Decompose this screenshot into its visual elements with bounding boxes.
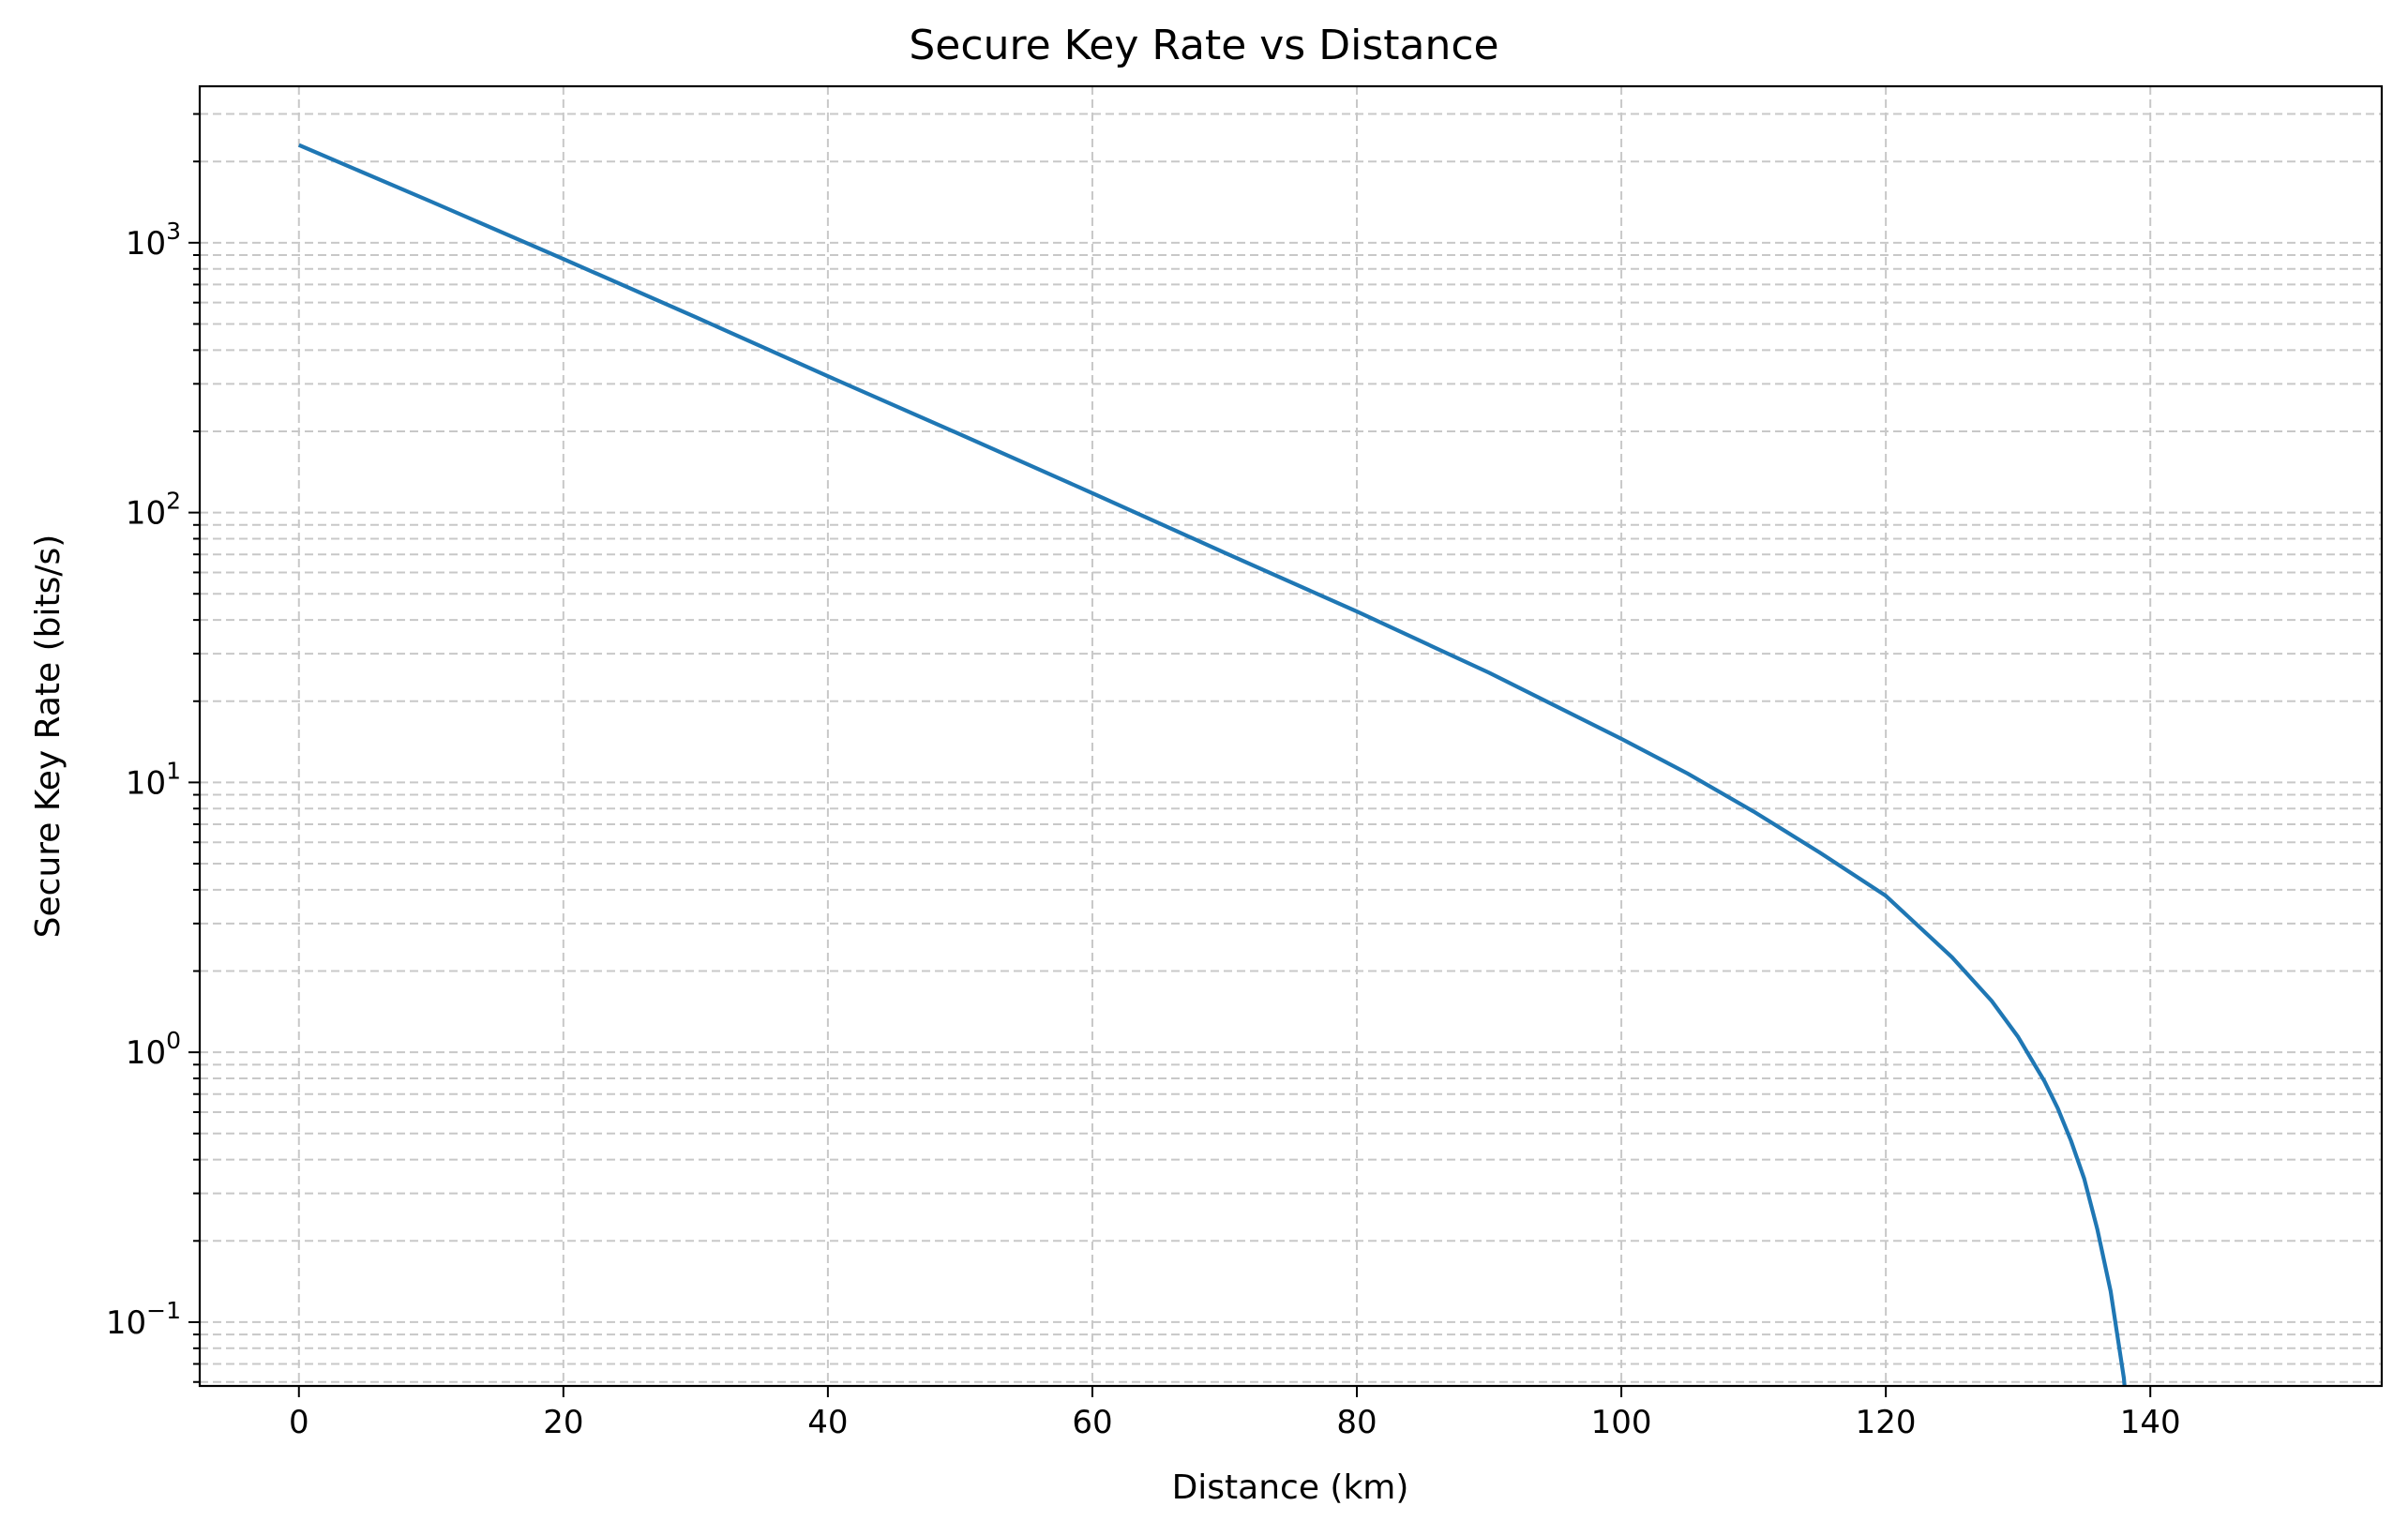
y-tick-label: 102 bbox=[126, 488, 181, 533]
x-tick-label: 40 bbox=[807, 1404, 848, 1441]
grid-layer bbox=[200, 86, 2382, 1386]
x-tick-label: 140 bbox=[2120, 1404, 2181, 1441]
x-axis-label: Distance (km) bbox=[1172, 1468, 1409, 1507]
plot-frame bbox=[198, 84, 2384, 1388]
x-tick-label: 60 bbox=[1072, 1404, 1112, 1441]
y-tick-label: 101 bbox=[126, 757, 181, 802]
x-tick-label: 80 bbox=[1336, 1404, 1377, 1441]
y-axis-label: Secure Key Rate (bits/s) bbox=[29, 535, 68, 939]
x-tick-label: 0 bbox=[289, 1404, 309, 1441]
x-tick-label: 20 bbox=[543, 1404, 583, 1441]
y-tick-label: 100 bbox=[126, 1027, 181, 1072]
chart-title: Secure Key Rate vs Distance bbox=[909, 22, 1498, 69]
series-line bbox=[297, 143, 2127, 1386]
y-tick-label: 10−1 bbox=[106, 1297, 181, 1342]
ticks-layer: 0 20 40 60 80 100 120 140 10−1 100 101 102 103 bbox=[106, 113, 2181, 1441]
series-layer bbox=[297, 143, 2127, 1386]
x-tick-label: 100 bbox=[1591, 1404, 1652, 1441]
x-tick-label: 120 bbox=[1856, 1404, 1917, 1441]
y-tick-label: 103 bbox=[126, 218, 181, 263]
